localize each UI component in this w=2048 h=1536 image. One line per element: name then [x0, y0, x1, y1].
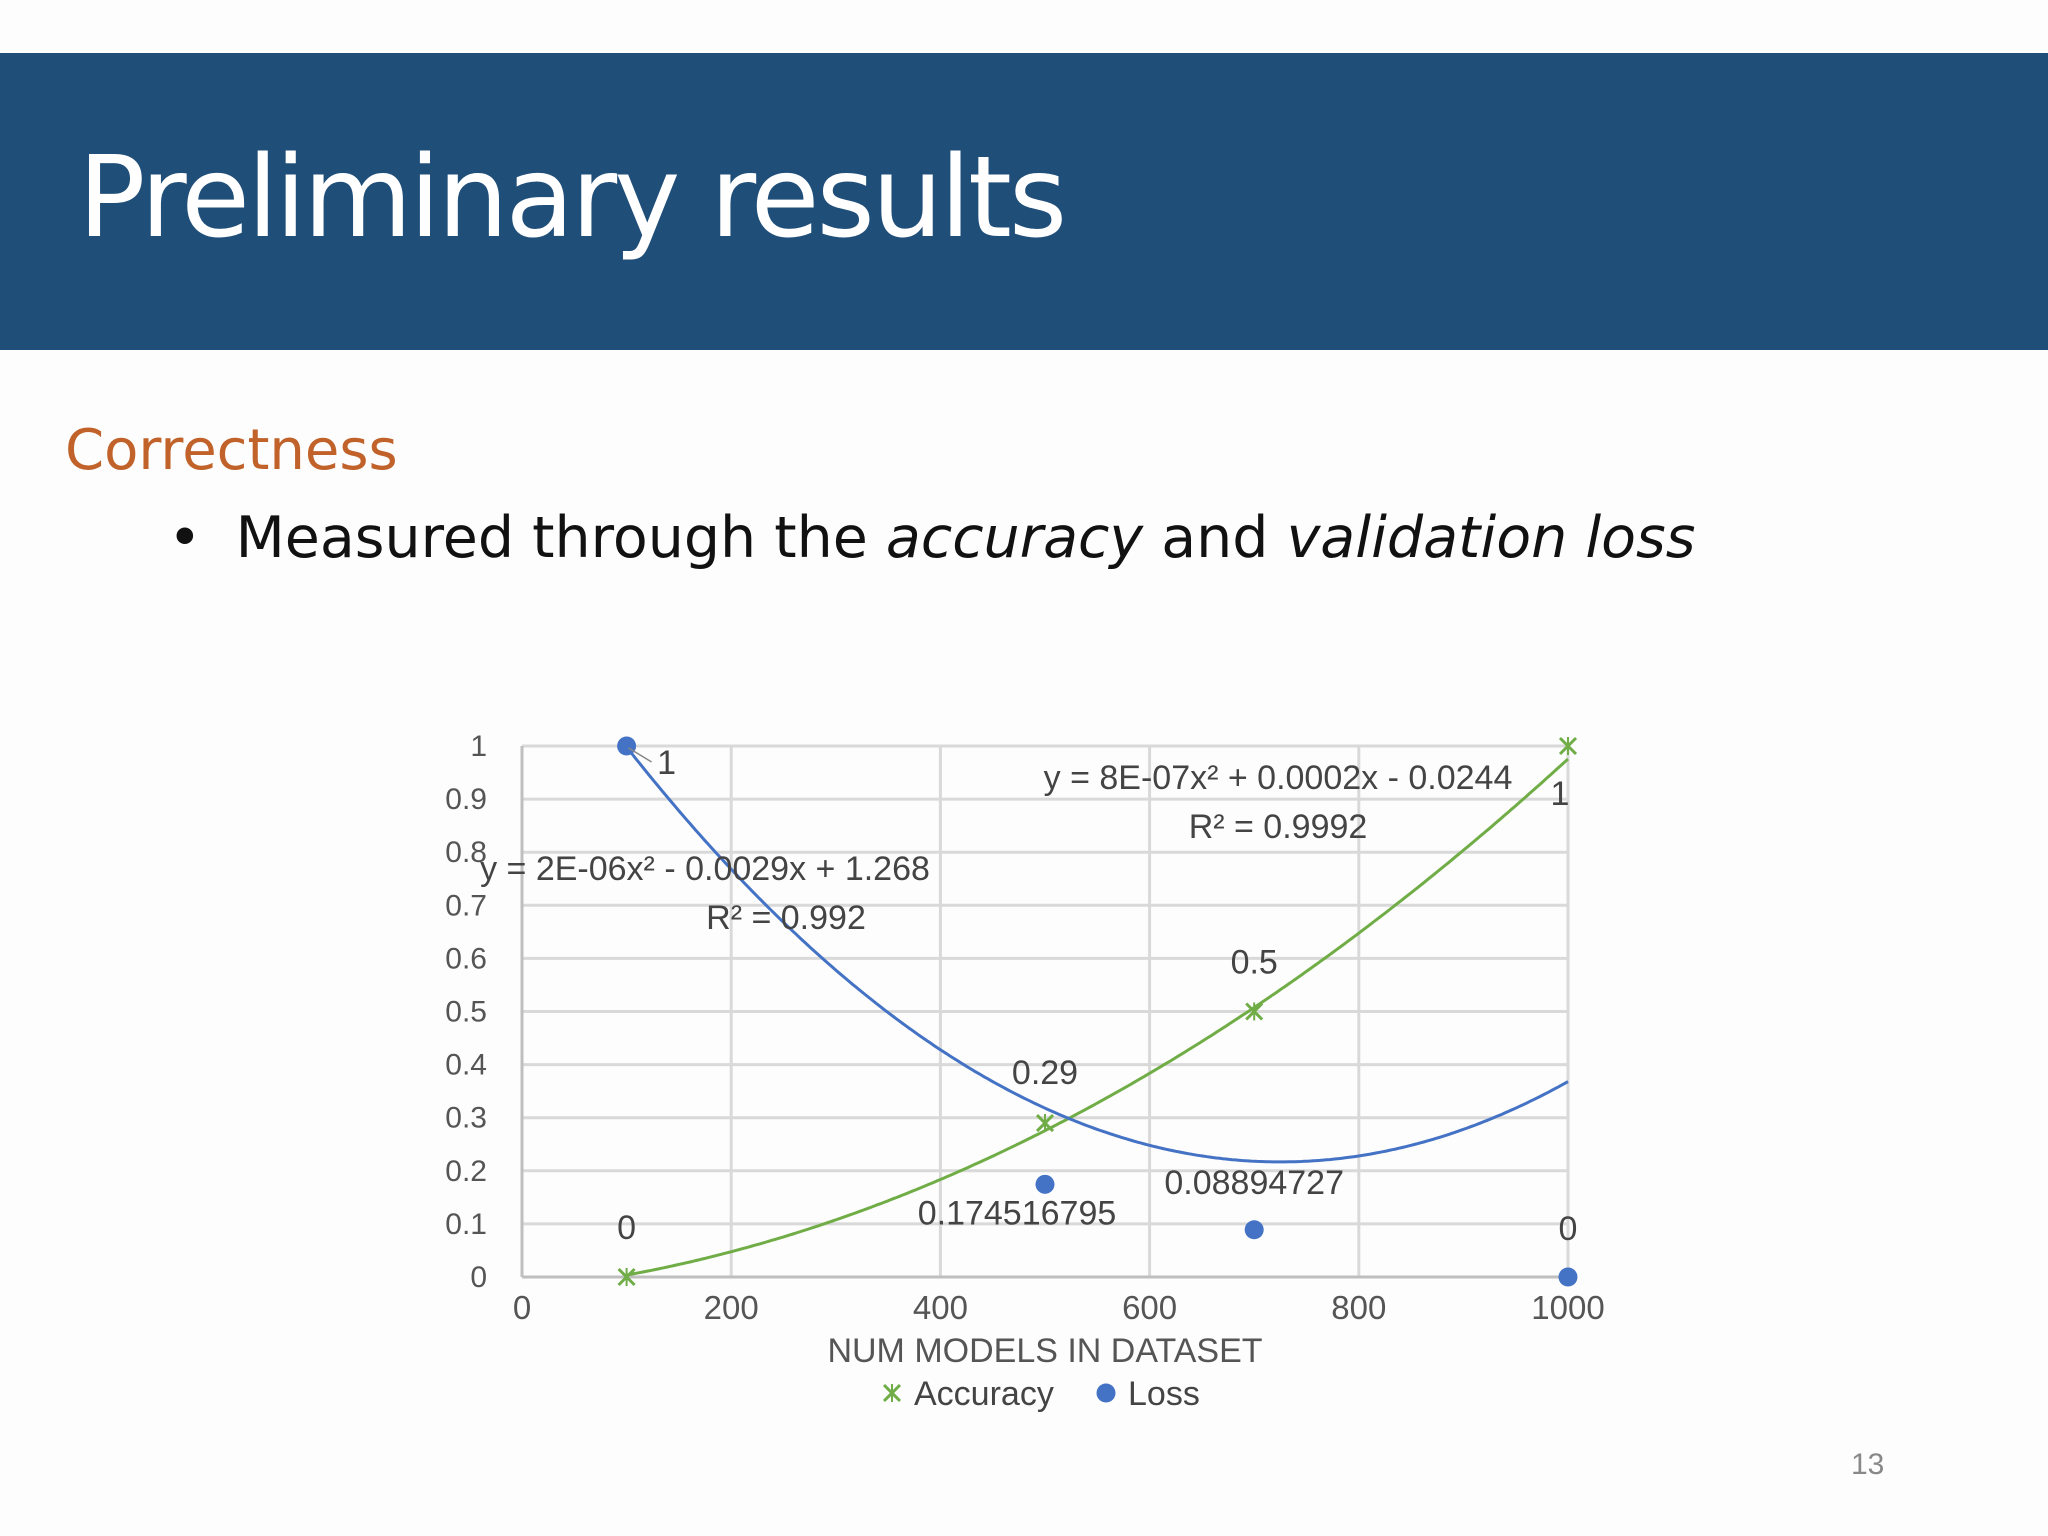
data-label-leader [628, 747, 652, 763]
accuracy-point [1035, 1113, 1055, 1133]
bullet-point: • Measured through the accuracy and valid… [168, 505, 1695, 571]
bullet-term-accuracy: accuracy [885, 505, 1144, 571]
loss-point [1035, 1174, 1055, 1194]
chart-labels: 0 0.29 0.5 1 1 0.174516795 0.08894727 0 y = 8E-0… [480, 744, 1577, 1248]
loss-trendline-equation: y = 2E-06x² - 0.0029x + 1.268 [480, 850, 930, 888]
x-tick-label: 400 [913, 1289, 968, 1326]
loss-trendline-r2: R² = 0.992 [706, 899, 866, 937]
y-tick-label: 0.6 [445, 942, 487, 975]
y-tick-label: 0.9 [445, 783, 487, 816]
page-number: 13 [1851, 1448, 1885, 1481]
y-tick-label: 0.3 [445, 1102, 487, 1135]
x-tick-label: 1000 [1531, 1289, 1604, 1326]
y-tick-label: 0.4 [445, 1049, 487, 1082]
bullet-dot-icon: • [168, 505, 202, 571]
chart-legend: Accuracy Loss [882, 1375, 1200, 1413]
chart-trendlines [625, 746, 1570, 1277]
accuracy-data-label: 0.29 [1012, 1054, 1078, 1092]
accuracy-trendline-equation: y = 8E-07x² + 0.0002x - 0.0244 [1044, 759, 1513, 797]
accuracy-data-label: 0 [617, 1209, 636, 1247]
accuracy-data-label: 1 [1551, 775, 1570, 813]
loss-point [1558, 1267, 1578, 1287]
loss-data-label: 0 [1559, 1210, 1578, 1248]
loss-data-label: 0.08894727 [1164, 1164, 1344, 1202]
accuracy-point [617, 1267, 636, 1287]
y-tick-label: 0.8 [445, 836, 487, 869]
bullet-text-middle: and [1143, 505, 1287, 571]
loss-point [617, 736, 637, 756]
loss-data-label: 1 [657, 744, 676, 782]
y-tick-label: 0.7 [445, 889, 487, 922]
trendline-loss [625, 746, 1569, 1164]
accuracy-point [1245, 1002, 1264, 1021]
legend-loss-icon [1096, 1383, 1116, 1403]
bullet-text-prefix: Measured through the [235, 505, 886, 571]
slide-title: Preliminary results [78, 133, 1067, 263]
y-tick-label: 0.1 [445, 1208, 487, 1241]
x-tick-label: 0 [513, 1289, 531, 1326]
y-tick-label: 0 [470, 1261, 487, 1294]
accuracy-trendline-r2: R² = 0.9992 [1189, 808, 1368, 846]
loss-point [1244, 1220, 1264, 1240]
chart-grid [522, 744, 1570, 1277]
accuracy-data-label: 0.5 [1231, 944, 1278, 982]
legend-loss-label: Loss [1128, 1375, 1200, 1413]
section-heading: Correctness [65, 418, 398, 483]
legend-accuracy-icon [882, 1383, 902, 1403]
trendline-accuracy [626, 757, 1570, 1277]
legend-accuracy-label: Accuracy [914, 1375, 1054, 1413]
y-tick-label: 0.2 [445, 1155, 487, 1188]
x-axis-title: NUM MODELS IN DATASET [827, 1332, 1262, 1370]
title-bar [0, 53, 2048, 350]
bullet-term-validation-loss: validation loss [1286, 505, 1696, 571]
loss-data-label: 0.174516795 [918, 1194, 1117, 1232]
x-tick-label: 600 [1122, 1289, 1177, 1326]
chart-axes: 0 0.1 0.2 0.3 0.4 0.5 0.6 0.7 0.8 0.9 1 0 200 400 600 8… [445, 730, 1604, 1370]
chart-points [617, 736, 1578, 1287]
x-tick-label: 200 [704, 1289, 759, 1326]
accuracy-point [1558, 736, 1578, 756]
x-tick-label: 800 [1331, 1289, 1386, 1326]
y-tick-label: 1 [470, 730, 487, 763]
y-tick-label: 0.5 [445, 996, 487, 1029]
